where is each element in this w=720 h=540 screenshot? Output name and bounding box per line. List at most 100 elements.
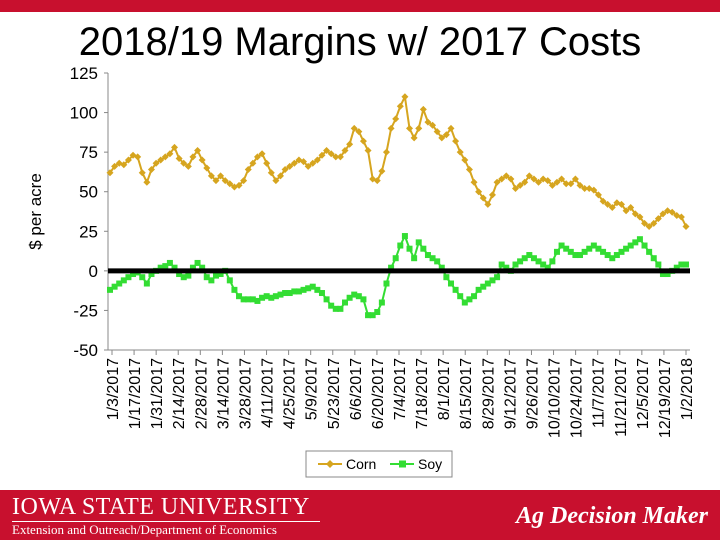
soy-point [314,286,321,293]
soy-point [420,245,427,252]
soy-legend-label: Soy [418,456,442,472]
corn-point [276,172,284,180]
x-tick-label: 2/14/2017 [171,358,188,429]
soy-point [655,261,662,268]
soy-point [429,255,436,262]
x-tick-label: 1/17/2017 [127,358,144,429]
corn-point [336,153,344,161]
corn-point [479,194,487,202]
corn-point [359,137,367,145]
soy-point [581,248,588,255]
corn-point [152,159,160,167]
soy-point [286,290,293,297]
soy-point [392,255,399,262]
x-tick-label: 7/18/2017 [414,358,431,429]
x-tick-label: 12/19/2017 [657,358,674,438]
corn-point [286,162,294,170]
soy-point [471,293,478,300]
corn-point [382,148,390,156]
corn-point [106,169,114,177]
footer-bar: IOWA STATE UNIVERSITY Extension and Outr… [0,490,720,540]
corn-point [207,172,215,180]
soy-point [646,248,653,255]
corn-point [258,150,266,158]
soy-point [157,264,164,271]
soy-point [494,274,501,281]
x-tick-label: 10/10/2017 [547,358,564,438]
soy-point [498,261,505,268]
soy-point [199,264,206,271]
corn-point [535,178,543,186]
corn-point [617,200,625,208]
soy-point [355,293,362,300]
soy-point [342,299,349,306]
soy-point [212,272,219,279]
soy-point [406,245,413,252]
corn-point [410,134,418,142]
corn-point [364,147,372,155]
soy-point [351,291,358,298]
soy-point [323,296,330,303]
corn-point [488,191,496,199]
soy-point [466,296,473,303]
soy-legend-marker [399,460,406,468]
department-label: Extension and Outreach/Department of Eco… [12,522,277,537]
soy-point [346,294,353,301]
corn-point [530,175,538,183]
soy-point [517,258,524,265]
y-tick-label: -25 [73,301,98,320]
soy-point [567,248,574,255]
corn-point [558,175,566,183]
corn-point [217,172,225,180]
soy-point [309,283,316,290]
soy-point [116,280,123,287]
soy-point [254,297,261,304]
corn-point [157,156,165,164]
corn-point [226,180,234,188]
soy-point [609,255,616,262]
soy-point [678,261,685,268]
soy-point [618,248,625,255]
corn-point [512,185,520,193]
soy-point [397,242,404,249]
corn-point [438,134,446,142]
soy-point [277,291,284,298]
soy-point [489,277,496,284]
soy-point [268,294,275,301]
corn-point [171,143,179,151]
corn-point [442,131,450,139]
soy-point [295,288,302,295]
soy-point [249,296,256,303]
soy-point [484,280,491,287]
y-tick-label: 125 [70,64,98,83]
corn-point [392,115,400,123]
soy-point [337,305,344,312]
x-tick-label: 8/29/2017 [480,358,497,429]
soy-point [526,252,533,259]
soy-point [535,258,542,265]
top-accent-bar [0,0,720,12]
corn-point [120,161,128,169]
soy-point [388,264,395,271]
x-tick-label: 6/6/2017 [348,358,365,420]
corn-point [406,124,414,132]
corn-point [240,177,248,185]
soy-point [457,293,464,300]
soy-point [415,239,422,246]
soy-point [332,305,339,312]
corn-point [180,159,188,167]
soy-point [143,280,150,287]
soy-point [208,277,215,284]
corn-point [475,188,483,196]
x-tick-label: 5/9/2017 [304,358,321,420]
slide-title: 2018/19 Margins w/ 2017 Costs [78,20,642,64]
x-tick-label: 5/23/2017 [326,358,343,429]
corn-point [263,159,271,167]
x-tick-label: 9/12/2017 [502,358,519,429]
x-tick-label: 3/28/2017 [237,358,254,429]
soy-point [263,293,270,300]
corn-point [507,175,515,183]
corn-point [249,159,257,167]
soy-point [572,252,579,259]
corn-point [484,200,492,208]
